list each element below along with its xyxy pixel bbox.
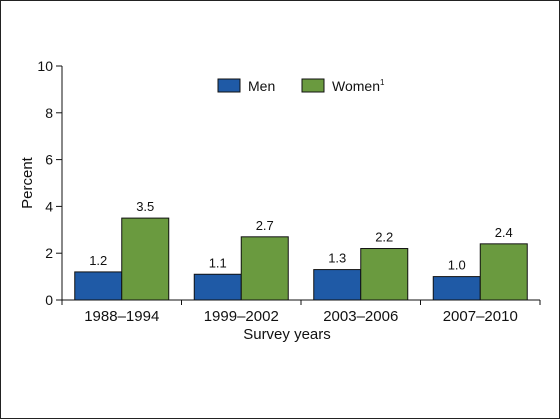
bar-men	[313, 269, 362, 301]
data-label: 1.2	[89, 253, 107, 268]
data-label: 1.0	[448, 258, 466, 273]
y-axis-label: Percent	[19, 156, 36, 209]
legend-swatch-men	[217, 78, 241, 93]
bars-group: 1.2 3.5 1.1 2.7 1.3 2.2 1.0 2.4	[74, 199, 528, 301]
bar-men	[74, 271, 123, 301]
data-label: 1.3	[328, 251, 346, 266]
legend-label-women: Women1	[332, 78, 385, 94]
x-axis: 1988–1994 1999–2002 2003–2006 2007–2010	[61, 299, 541, 325]
x-tick-label: 2007–2010	[443, 308, 518, 325]
bar-women	[360, 248, 409, 301]
x-tick-label: 2003–2006	[323, 308, 398, 325]
legend: Men Women1	[217, 78, 385, 94]
y-tick-label: 2	[45, 245, 53, 261]
bar-men	[432, 276, 481, 301]
bar-women	[240, 236, 289, 301]
y-tick-label: 10	[37, 58, 53, 74]
data-label: 2.2	[375, 230, 393, 245]
data-label: 1.1	[209, 255, 227, 270]
data-label: 3.5	[136, 199, 154, 214]
legend-label-men: Men	[248, 78, 275, 94]
y-tick-label: 4	[45, 198, 53, 214]
data-label: 2.7	[256, 218, 274, 233]
legend-swatch-women	[301, 78, 325, 93]
bar-men	[193, 273, 242, 301]
x-tick-label: 1999–2002	[204, 308, 279, 325]
data-label: 2.4	[495, 225, 513, 240]
x-tick-label: 1988–1994	[84, 308, 159, 325]
y-tick-label: 8	[45, 105, 53, 121]
x-axis-label: Survey years	[243, 326, 331, 343]
y-axis: 0 2 4 6 8 10	[37, 58, 63, 308]
y-tick-label: 6	[45, 152, 53, 168]
bar-women	[479, 243, 528, 301]
bar-women	[121, 217, 170, 301]
y-tick-label: 0	[45, 292, 53, 308]
